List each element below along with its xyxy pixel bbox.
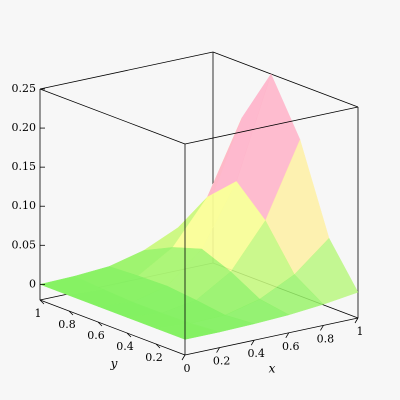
x-tick [320, 325, 324, 331]
x-tick-label: 0.4 [247, 347, 265, 360]
box-edge [184, 106, 359, 145]
x-tick-label: 0.6 [282, 340, 300, 353]
x-tick-label: 0.2 [213, 355, 231, 368]
box-edge [39, 299, 186, 356]
box-edge [184, 317, 359, 356]
x-tick-label: 1 [357, 325, 364, 338]
y-tick [155, 343, 161, 349]
y-tick-label: 0.6 [87, 329, 105, 342]
y-tick [126, 332, 132, 338]
z-tick-label: 0.15 [12, 160, 37, 173]
box-edge [39, 88, 186, 145]
x-tick [285, 332, 290, 339]
z-tick-label: 0.25 [12, 82, 37, 95]
y-tick-label: 1 [35, 307, 42, 320]
surface-patch [155, 323, 220, 340]
box-edge [39, 51, 214, 90]
box-edge [212, 51, 359, 108]
z-tick-label: 0.10 [12, 199, 37, 212]
x-tick [216, 347, 220, 353]
y-axis-label: y [110, 357, 118, 371]
y-tick-label: 0.8 [58, 318, 76, 331]
y-tick-label: 0.2 [145, 351, 163, 364]
x-tick [181, 354, 186, 361]
z-tick-label: 0 [29, 277, 36, 290]
x-tick-label: 0.8 [317, 332, 335, 345]
z-tick-label: 0.20 [12, 121, 37, 134]
y-tick [39, 299, 45, 305]
z-tick-label: 0.05 [12, 238, 37, 251]
y-tick [68, 310, 74, 316]
x-tick [250, 339, 255, 346]
x-tick-label: 0 [184, 362, 191, 375]
y-tick-label: 0.4 [116, 340, 134, 353]
y-tick [97, 321, 103, 327]
surface [39, 73, 359, 340]
x-axis-label: x [269, 362, 276, 376]
x-tick [354, 317, 359, 324]
